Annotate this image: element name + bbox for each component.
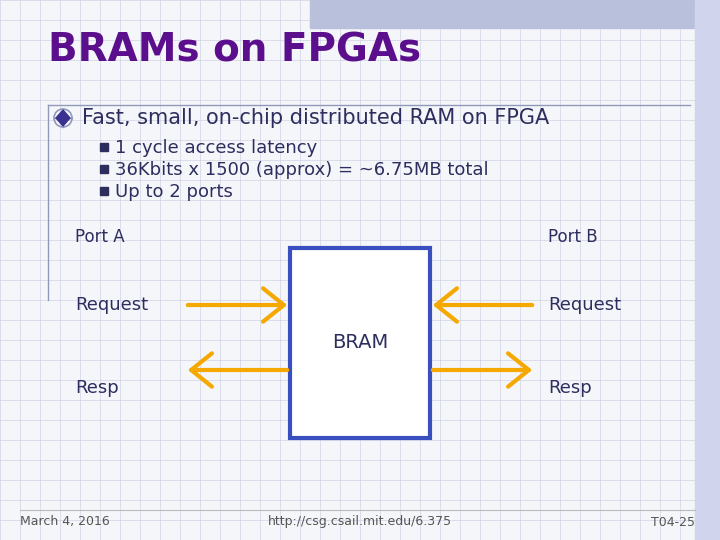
Text: http://csg.csail.mit.edu/6.375: http://csg.csail.mit.edu/6.375 [268,516,452,529]
Text: Port B: Port B [548,228,598,246]
Text: BRAMs on FPGAs: BRAMs on FPGAs [48,32,421,70]
Text: Resp: Resp [75,379,119,397]
Text: Fast, small, on-chip distributed RAM on FPGA: Fast, small, on-chip distributed RAM on … [82,108,549,128]
Text: T04-25: T04-25 [651,516,695,529]
Text: BRAM: BRAM [332,334,388,353]
Bar [100,143,108,151]
Bar [695,0,720,540]
Text: Up to 2 ports: Up to 2 ports [115,183,233,201]
Text: Request: Request [75,296,148,314]
Text: Request: Request [548,296,621,314]
Polygon shape [56,110,70,126]
Bar [290,248,430,438]
Bar [310,0,700,28]
Text: Resp: Resp [548,379,592,397]
Text: 36Kbits x 1500 (approx) = ~6.75MB total: 36Kbits x 1500 (approx) = ~6.75MB total [115,161,489,179]
Text: 1 cycle access latency: 1 cycle access latency [115,139,318,157]
Bar [100,187,108,195]
Text: March 4, 2016: March 4, 2016 [20,516,109,529]
Text: Port A: Port A [75,228,125,246]
Bar [100,165,108,173]
